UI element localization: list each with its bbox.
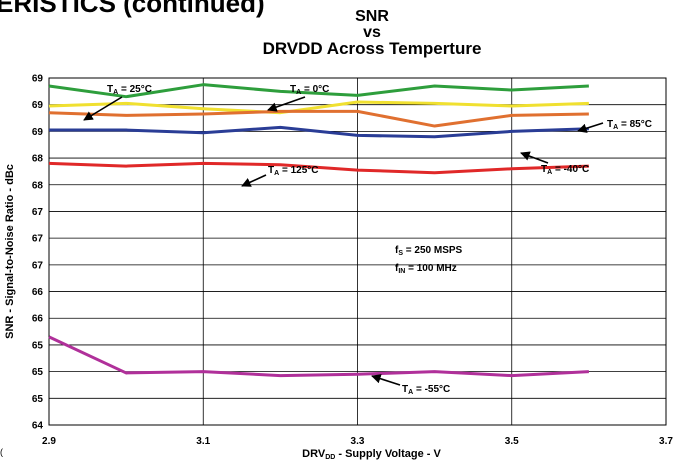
- series-line: [49, 125, 589, 139]
- chart-title-line-3: DRVDD Across Temperture: [262, 39, 482, 58]
- annotation-label: TA = 85°C: [607, 119, 652, 131]
- y-tick-label: 67: [32, 234, 44, 245]
- annotation-label: TA = 0°C: [290, 84, 329, 96]
- annotation-arrow: [577, 122, 604, 133]
- series-line: [48, 161, 589, 175]
- y-tick-label: 69: [32, 100, 44, 111]
- y-tick-label: 68: [32, 154, 44, 165]
- annotation-label: TA = -55°C: [402, 384, 450, 396]
- x-tick-label: 3.5: [505, 436, 519, 447]
- series-line: [48, 100, 589, 115]
- y-tick-label: 64: [32, 421, 44, 432]
- y-tick-label: 67: [32, 260, 44, 271]
- annotation-label: fS = 250 MSPS: [395, 245, 463, 257]
- y-axis-label: SNR - Signal-to-Noise Ratio - dBc: [4, 164, 16, 339]
- y-tick-label: 67: [32, 207, 44, 218]
- y-tick-label: 66: [32, 314, 44, 325]
- chart-title-line-1: SNR: [355, 8, 389, 25]
- corner-mark: (: [0, 447, 3, 457]
- annotation-arrow: [371, 374, 401, 386]
- y-tick-label: 69: [32, 127, 44, 138]
- annotation-label: TA = 125°C: [268, 165, 318, 177]
- annotation-arrow: [267, 96, 306, 112]
- annotation-arrow: [241, 174, 267, 187]
- chart-title-line-2: vs: [363, 24, 381, 41]
- y-tick-label: 65: [32, 394, 44, 405]
- x-axis-label: DRVDD - Supply Voltage - V: [302, 448, 441, 461]
- y-tick-label: 68: [32, 180, 44, 191]
- annotation-label: TA = 25°C: [107, 84, 152, 96]
- series-line: [48, 109, 589, 128]
- annotation-arrow: [83, 96, 123, 121]
- series-line: [48, 335, 589, 378]
- series-line: [48, 83, 589, 99]
- y-tick-label: 69: [32, 74, 44, 85]
- y-tick-label: 66: [32, 287, 44, 298]
- annotation-label: fIN = 100 MHz: [395, 263, 457, 275]
- annotation-arrow: [520, 151, 549, 164]
- x-tick-label: 2.9: [42, 436, 56, 447]
- section-header-fragment: ERISTICS (continued): [0, 0, 265, 18]
- x-tick-label: 3.1: [196, 436, 210, 447]
- x-tick-label: 3.7: [659, 436, 673, 447]
- annotation-label: TA = -40°C: [541, 164, 589, 176]
- x-tick-label: 3.3: [351, 436, 365, 447]
- y-tick-label: 65: [32, 367, 44, 378]
- y-tick-label: 65: [32, 340, 44, 351]
